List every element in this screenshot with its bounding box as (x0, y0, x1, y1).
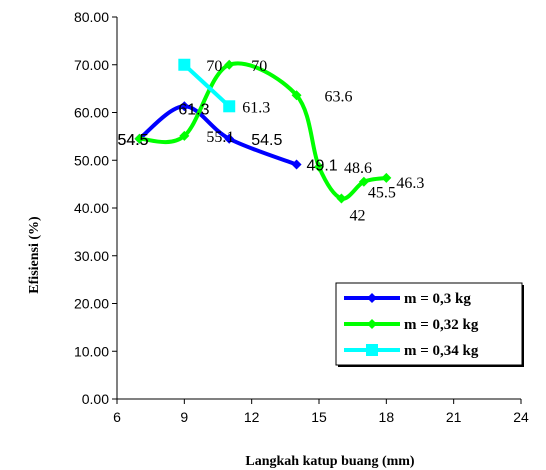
x-axis-title: Langkah katup buang (mm) (245, 454, 415, 469)
legend-label: m = 0,3 kg (404, 291, 471, 307)
legend-swatch-marker (366, 344, 378, 356)
data-label: 46.3 (396, 175, 424, 192)
x-tick-label: 15 (311, 409, 327, 425)
legend-label: m = 0,32 kg (404, 317, 479, 333)
data-label: 42 (349, 207, 365, 224)
y-axis-title: Efisiensi (%) (27, 216, 42, 294)
y-tick-label: 0.00 (82, 391, 109, 407)
data-label: 70 (251, 58, 267, 75)
x-tick-label: 18 (379, 409, 395, 425)
data-label: 61.3 (178, 101, 209, 118)
y-tick-label: 10.00 (74, 343, 109, 359)
y-tick-label: 50.00 (74, 152, 109, 168)
x-tick-label: 12 (244, 409, 260, 425)
x-tick-label: 21 (446, 409, 462, 425)
data-label: 61.3 (242, 99, 270, 116)
series-2-line (139, 61, 387, 201)
series-3 (178, 58, 236, 113)
y-tick-label: 20.00 (74, 296, 109, 312)
legend-item: m = 0,32 kg (344, 317, 479, 333)
x-tick-label: 24 (513, 409, 529, 425)
series-2-point (336, 193, 347, 204)
series-2-point (134, 133, 145, 144)
legend-swatch-marker (367, 319, 377, 329)
series-2 (134, 59, 392, 204)
y-tick-label: 70.00 (74, 57, 109, 73)
data-labels: 54.561.354.549.154.5 55.17063.648.64245.5… (117, 58, 424, 225)
series-2-point (224, 59, 235, 70)
series-1-point (224, 133, 235, 144)
series-1 (134, 101, 302, 170)
series-2-point (358, 176, 369, 187)
series-2-point (291, 90, 302, 101)
series-3-point (178, 58, 191, 71)
series-2-point (314, 161, 324, 172)
x-tick-label: 9 (180, 409, 188, 425)
data-label: 54.5 (117, 132, 148, 149)
data-label: 45.5 (368, 185, 396, 202)
series-2-point (179, 130, 190, 141)
series-3-point (223, 100, 236, 113)
y-tick-label: 30.00 (74, 248, 109, 264)
series-2-point (381, 172, 392, 183)
x-tick-label: 6 (113, 409, 121, 425)
data-label: 48.6 (344, 160, 372, 177)
series-1-point (179, 101, 190, 112)
data-label: 54.5 (251, 132, 282, 149)
y-tick-label: 60.00 (74, 105, 109, 121)
data-label: 63.6 (325, 88, 353, 105)
legend-item: m = 0,3 kg (344, 291, 471, 307)
y-tick-label: 80.00 (74, 9, 109, 25)
y-tick-label: 40.00 (74, 200, 109, 216)
data-label: 54.5 (117, 132, 148, 149)
data-label: 49.1 (307, 158, 338, 175)
data-label: 55.1 (206, 129, 234, 146)
series-1-line (138, 104, 298, 167)
axes: 0.00 10.00 20.00 30.00 40.00 50.00 60.00 70.00 8… (74, 9, 529, 425)
series-lines (134, 58, 392, 204)
legend: m = 0,3 kg m = 0,32 kg m = 0,34 kg (335, 282, 524, 367)
legend-item: m = 0,34 kg (344, 343, 479, 359)
legend-swatch-marker (367, 293, 377, 303)
series-1-point (291, 159, 302, 170)
legend-label: m = 0,34 kg (404, 343, 479, 359)
data-label: 70 (206, 58, 222, 75)
